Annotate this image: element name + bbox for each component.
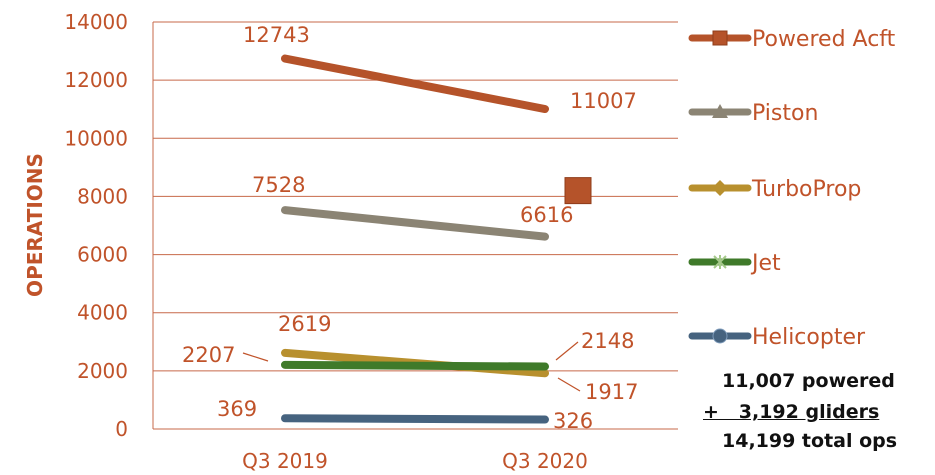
legend-label: Piston [752, 101, 818, 126]
x-tick-label: Q3 2020 [502, 449, 588, 473]
summary-total: 14,199 total ops [722, 430, 898, 452]
series-line-powered-acft [281, 54, 549, 114]
y-tick-label: 14000 [64, 10, 128, 34]
series-point-marker [564, 177, 592, 205]
y-axis-title: OPERATIONS [23, 153, 47, 297]
legend-label: Helicopter [752, 325, 866, 350]
diamond-marker-icon [712, 180, 728, 196]
data-label-piston: 6616 [520, 203, 573, 227]
leader-line [555, 341, 579, 361]
data-label-helicopter: 326 [553, 409, 593, 433]
summary-gliders: + 3,192 gliders [703, 401, 880, 423]
legend-item-powered-acft: Powered Acft [688, 27, 896, 52]
legend-label: Powered Acft [752, 27, 896, 52]
star-marker-icon [713, 255, 727, 269]
data-label-turboprop: 1917 [585, 380, 638, 404]
summary-powered: 11,007 powered [722, 370, 895, 392]
circle-marker-icon [712, 328, 728, 344]
legend-item-helicopter: Helicopter [688, 325, 866, 350]
leader-line [557, 377, 581, 392]
y-tick-label: 2000 [77, 359, 128, 383]
legend: Powered Acft Piston TurboProp Jet Helicopter [688, 27, 896, 350]
triangle-marker-icon [712, 104, 728, 118]
data-label-jet: 2207 [182, 343, 235, 367]
x-tick-label: Q3 2019 [242, 449, 328, 473]
data-label-piston: 7528 [252, 173, 305, 197]
legend-item-piston: Piston [688, 101, 818, 126]
legend-item-turboprop: TurboProp [688, 177, 861, 202]
series-lines [281, 54, 592, 424]
legend-label: Jet [750, 251, 781, 276]
y-tick-label: 8000 [77, 184, 128, 208]
y-tick-label: 0 [115, 417, 128, 441]
y-tick-label: 6000 [77, 243, 128, 267]
data-label-turboprop: 2619 [278, 312, 331, 336]
data-label-powered-acft: 11007 [570, 89, 637, 113]
y-tick-label: 10000 [64, 126, 128, 150]
data-labels: 12743 11007 7528 6616 2619 1917 2207 2148 369 326 [182, 23, 638, 433]
series-line-helicopter [281, 414, 549, 424]
legend-label: TurboProp [751, 177, 861, 202]
x-axis-ticks: Q3 2019 Q3 2020 [242, 449, 588, 473]
y-tick-label: 12000 [64, 68, 128, 92]
grid-lines [152, 21, 678, 430]
y-axis-ticks: 0 2000 4000 6000 8000 10000 12000 14000 [64, 10, 128, 441]
leader-line [242, 352, 269, 362]
series-line-jet [281, 360, 549, 371]
series-line-piston [281, 206, 549, 241]
square-marker-icon [712, 30, 728, 46]
data-label-jet: 2148 [581, 329, 634, 353]
data-label-powered-acft: 12743 [243, 23, 310, 47]
data-label-helicopter: 369 [217, 397, 257, 421]
y-tick-label: 4000 [77, 301, 128, 325]
legend-item-jet: Jet [688, 251, 781, 276]
